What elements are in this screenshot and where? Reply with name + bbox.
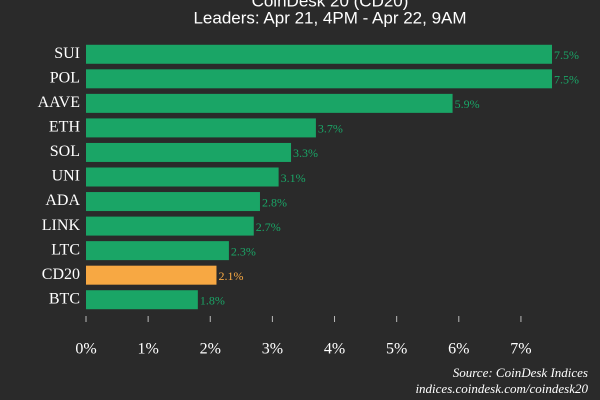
bar xyxy=(86,241,229,261)
x-tick-label: 4% xyxy=(324,341,345,358)
y-tick-label: ADA xyxy=(45,192,80,209)
value-label: 7.5% xyxy=(554,48,579,62)
bar xyxy=(86,167,279,187)
value-label: 3.1% xyxy=(281,171,306,185)
value-label: 3.3% xyxy=(293,146,318,160)
x-tick-label: 1% xyxy=(137,341,158,358)
y-tick-label: SOL xyxy=(50,143,80,160)
value-label: 2.8% xyxy=(262,195,287,209)
y-tick-label: UNI xyxy=(52,168,80,185)
value-label: 2.1% xyxy=(218,269,243,283)
x-tick-label: 5% xyxy=(386,341,407,358)
value-label: 1.8% xyxy=(200,293,225,307)
bar xyxy=(86,69,552,89)
y-tick-label: CD20 xyxy=(42,266,80,283)
y-tick-label: LTC xyxy=(51,241,80,258)
y-tick-label: AAVE xyxy=(38,94,80,111)
x-tick-label: 6% xyxy=(448,341,469,358)
bar xyxy=(86,216,254,236)
bar xyxy=(86,93,453,113)
y-tick-label: POL xyxy=(50,69,80,86)
value-label: 5.9% xyxy=(455,97,480,111)
bar xyxy=(86,265,217,285)
x-tick-label: 2% xyxy=(200,341,221,358)
source: Source: CoinDesk Indices xyxy=(453,365,588,380)
chart-subtitle: Leaders: Apr 21, 4PM - Apr 22, 9AM xyxy=(193,8,466,27)
value-label: 7.5% xyxy=(554,73,579,87)
y-tick-label: SUI xyxy=(54,45,80,62)
y-tick-label: LINK xyxy=(42,217,81,234)
bar xyxy=(86,118,316,138)
bar xyxy=(86,192,260,212)
value-label: 3.7% xyxy=(318,122,343,136)
y-tick-label: ETH xyxy=(49,119,81,136)
x-tick-label: 7% xyxy=(510,341,531,358)
x-tick-label: 0% xyxy=(75,341,96,358)
y-tick-label: BTC xyxy=(49,290,80,307)
chart-title: CoinDesk 20 (CD20) xyxy=(252,0,409,10)
bar xyxy=(86,142,292,162)
source: indices.coindesk.com/coindesk20 xyxy=(415,381,588,396)
bar xyxy=(86,44,552,64)
x-tick-label: 3% xyxy=(262,341,283,358)
value-label: 2.3% xyxy=(231,244,256,258)
bar xyxy=(86,290,198,310)
value-label: 2.7% xyxy=(256,220,281,234)
